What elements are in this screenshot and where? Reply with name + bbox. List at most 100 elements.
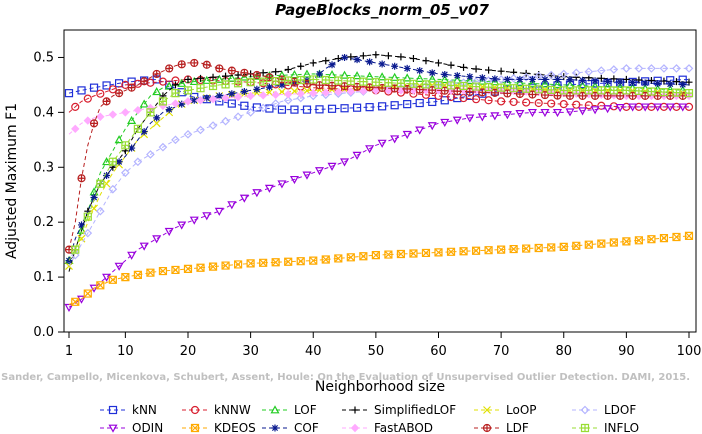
point-simplifiedlof <box>259 69 267 77</box>
series-kdeos <box>68 231 694 306</box>
point-kdeos <box>597 239 606 248</box>
legend-swatch-marker <box>190 423 200 433</box>
x-tick-label: 70 <box>493 344 510 359</box>
point-odin <box>89 284 99 293</box>
legend-swatch-marker <box>351 406 359 414</box>
point-ldf <box>327 81 337 90</box>
point-kdeos <box>108 275 117 284</box>
point-cof <box>190 96 198 104</box>
point-inflo <box>183 86 193 95</box>
point-kdeos <box>634 236 643 245</box>
point-fastabod <box>83 116 92 125</box>
point-kdeos <box>71 297 80 306</box>
point-ldof <box>133 157 143 167</box>
point-kdeos <box>559 242 568 251</box>
point-odin <box>603 105 613 114</box>
point-ldf <box>641 91 650 100</box>
point-knnw <box>572 100 581 109</box>
legend-label: LoOP <box>506 403 537 417</box>
point-ldf <box>403 84 412 94</box>
point-ldof <box>83 228 93 238</box>
point-odin <box>565 108 575 117</box>
point-knnw <box>584 101 593 110</box>
point-knnw <box>484 96 493 105</box>
legend-swatch-marker <box>580 405 590 415</box>
point-knnw <box>559 100 568 109</box>
point-ldof <box>521 72 531 82</box>
point-ldf <box>390 84 399 93</box>
point-simplifiedlof <box>297 62 305 70</box>
point-kdeos <box>196 263 205 272</box>
point-kdeos <box>384 250 393 259</box>
point-kdeos <box>96 281 105 290</box>
point-kdeos <box>171 265 180 275</box>
point-ldf <box>115 89 124 98</box>
point-simplifiedlof <box>197 74 205 82</box>
point-kdeos <box>547 243 556 252</box>
point-odin <box>340 158 350 167</box>
point-simplifiedlof <box>422 57 430 65</box>
point-cof <box>541 75 549 83</box>
point-inflo <box>346 76 355 86</box>
point-ldof <box>208 121 218 130</box>
point-inflo <box>672 88 681 97</box>
point-knnw <box>634 102 643 111</box>
point-fastabod <box>334 87 343 97</box>
point-lof <box>578 80 588 90</box>
point-fastabod <box>271 90 280 99</box>
point-knn <box>227 99 236 108</box>
point-inflo <box>208 81 218 91</box>
legend-swatch-marker <box>190 405 200 415</box>
point-lof <box>139 99 149 108</box>
legend-label: ODIN <box>132 421 163 434</box>
point-lof <box>427 74 437 83</box>
point-lof <box>365 71 375 80</box>
point-inflo <box>196 84 205 93</box>
point-cof <box>491 75 499 83</box>
point-odin <box>415 126 425 135</box>
x-axis-label: Neighborhood size <box>315 379 445 395</box>
point-simplifiedlof <box>372 51 380 59</box>
point-cof <box>616 78 624 86</box>
point-kdeos <box>321 255 330 264</box>
point-odin <box>164 227 174 237</box>
point-inflo <box>83 212 92 221</box>
legend-label: kNNW <box>214 403 251 417</box>
point-ldf <box>127 83 136 92</box>
point-ldf <box>528 90 537 99</box>
point-inflo <box>659 87 669 97</box>
point-odin <box>239 194 249 203</box>
point-cof <box>165 106 173 114</box>
legend-item-cof: COF <box>262 421 319 434</box>
point-inflo <box>409 79 418 88</box>
point-knn <box>315 105 324 114</box>
point-cof <box>253 85 261 93</box>
point-lof <box>202 75 212 84</box>
point-simplifiedlof <box>384 52 392 60</box>
point-ldof <box>283 95 293 105</box>
point-ldof <box>584 67 594 77</box>
point-kdeos <box>609 238 618 247</box>
point-ldf <box>415 85 424 94</box>
point-knnw <box>108 85 117 94</box>
point-kdeos <box>158 266 168 276</box>
point-lof <box>177 78 187 87</box>
point-inflo <box>71 245 80 254</box>
point-odin <box>628 103 638 112</box>
legend-swatch-marker <box>271 424 279 432</box>
point-odin <box>327 162 337 171</box>
y-tick-label: 0.4 <box>33 105 54 120</box>
point-kdeos <box>497 245 506 254</box>
x-tick-label: 60 <box>430 344 447 359</box>
point-lof <box>227 73 237 82</box>
legend-label: LOF <box>294 403 317 417</box>
point-inflo <box>384 78 393 87</box>
point-lof <box>415 73 425 82</box>
point-ldof <box>684 64 694 73</box>
point-knn <box>277 105 287 114</box>
point-kdeos <box>271 258 280 267</box>
point-fastabod <box>208 94 218 104</box>
point-cof <box>153 114 161 122</box>
point-kdeos <box>259 258 268 267</box>
point-odin <box>102 273 112 282</box>
